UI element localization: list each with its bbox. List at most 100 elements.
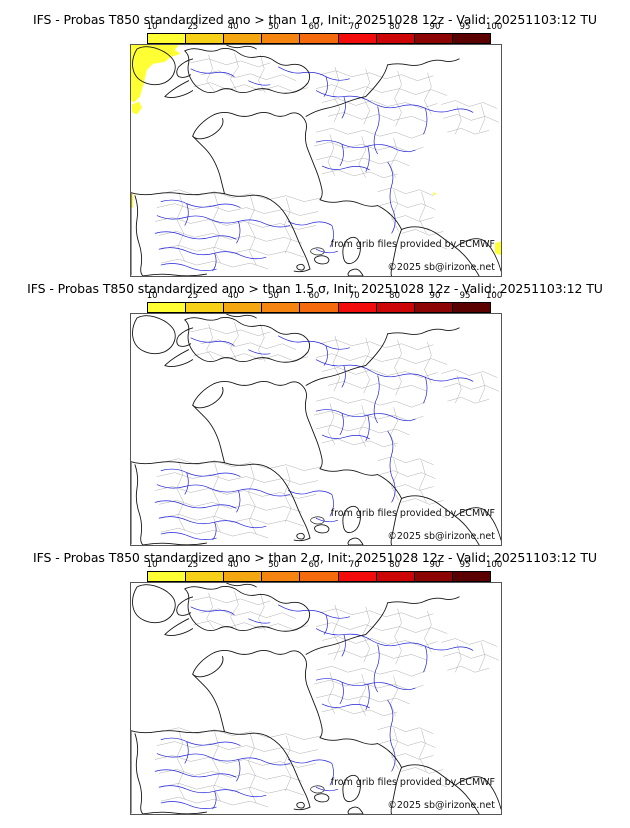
coast-e-spain <box>224 193 311 270</box>
coast-balkans <box>484 778 501 810</box>
coast-italy-west <box>390 497 402 545</box>
coast-sardinia <box>347 806 364 814</box>
coast-liguria <box>377 743 402 768</box>
colorbar-3: 10 25 40 50 60 70 80 90 95 100 <box>147 560 502 582</box>
colorbar-tick: 100 <box>486 560 503 570</box>
colorbar-segment <box>338 34 377 43</box>
coast-brittany-tip <box>192 651 224 678</box>
colorbar-tick: 60 <box>308 22 320 32</box>
colorbar-segment <box>148 572 187 581</box>
shaded-area-left-sliver <box>131 193 133 208</box>
colorbar-tick: 50 <box>268 560 279 570</box>
coast-sardinia <box>347 268 364 276</box>
coast-corsica <box>342 505 361 534</box>
coast-denmark-north <box>365 602 389 635</box>
coast-netherlands-belgium <box>305 634 367 655</box>
colorbar-segment <box>224 303 263 312</box>
coast-italy-adriatic <box>401 764 480 814</box>
colorbar-tick: 95 <box>459 291 471 301</box>
coast-cornwall <box>164 349 194 367</box>
coast-wales <box>176 58 194 78</box>
colorbar-segment <box>338 303 377 312</box>
weather-map-1[interactable]: from grib files provided by ECMWF ©2025 … <box>130 44 502 277</box>
coast-s-iberia <box>142 273 208 276</box>
coast-croatia <box>454 776 486 786</box>
colorbar-segment <box>452 303 490 312</box>
weather-map-3[interactable]: from grib files provided by ECMWF ©2025 … <box>130 582 502 815</box>
coast-brittany-france <box>214 380 323 470</box>
administrative-borders-layer <box>154 52 500 270</box>
coast-scotland-north <box>226 314 257 319</box>
colorbar-tick: 70 <box>348 291 360 301</box>
coast-italy-west <box>390 766 402 814</box>
colorbar-segment <box>376 34 415 43</box>
map-canvas <box>131 45 501 276</box>
colorbar-tick: 50 <box>268 291 279 301</box>
colorbar-tick: 40 <box>227 22 239 32</box>
coast-brittany-france <box>214 649 323 739</box>
coast-e-spain <box>224 462 311 539</box>
coast-balearics-mallorca <box>314 524 330 534</box>
coast-britain <box>184 586 311 632</box>
colorbar-segment <box>262 34 301 43</box>
coast-brittany-tip <box>192 113 224 140</box>
coast-w-iberia <box>134 733 144 814</box>
coast-brittany-france <box>214 111 323 201</box>
colorbar-segment <box>414 303 453 312</box>
colorbar-gradient <box>147 571 491 582</box>
colorbar-tick: 95 <box>459 560 471 570</box>
coast-catalonia-sw <box>293 537 311 542</box>
colorbar-tick: 90 <box>429 22 441 32</box>
colorbar-tick: 90 <box>429 560 441 570</box>
shaded-area-adriatic <box>495 241 501 256</box>
administrative-borders-layer <box>154 590 500 808</box>
colorbar-tick: 25 <box>187 291 199 301</box>
colorbar-segment <box>300 34 339 43</box>
map-shading-layer <box>131 45 501 256</box>
coast-ireland <box>132 46 176 86</box>
colorbar-segment <box>262 303 301 312</box>
credit-copyright: ©2025 sb@irizone.net <box>387 262 495 273</box>
colorbar-segment <box>300 303 339 312</box>
colorbar-tick: 40 <box>227 560 239 570</box>
coast-north-sea-east <box>387 62 426 66</box>
rivers-layer <box>154 604 474 810</box>
coast-biscay <box>192 404 225 464</box>
administrative-borders-layer <box>154 321 500 539</box>
coast-ireland <box>132 584 176 624</box>
credit-ecmwf: from grib files provided by ECMWF <box>330 777 495 788</box>
colorbar-gradient <box>147 302 491 313</box>
colorbar-tick: 70 <box>348 22 360 32</box>
map-canvas <box>131 583 501 814</box>
colorbar-tick-labels: 10 25 40 50 60 70 80 90 95 100 <box>147 22 503 33</box>
colorbar-segment <box>262 572 301 581</box>
weather-map-2[interactable]: from grib files provided by ECMWF ©2025 … <box>130 313 502 546</box>
colorbar-segment <box>414 572 453 581</box>
colorbar-tick: 50 <box>268 22 279 32</box>
coast-balearics-ibiza <box>296 801 305 809</box>
credit-ecmwf: from grib files provided by ECMWF <box>330 239 495 250</box>
small-island-sketch <box>310 247 325 256</box>
panel-title: IFS - Probas T850 standardized ano > tha… <box>33 550 597 565</box>
colorbar-tick: 10 <box>146 291 158 301</box>
coast-netherlands-belgium <box>305 365 367 386</box>
coast-s-france-med <box>319 468 379 476</box>
coast-croatia <box>454 507 486 517</box>
coast-scotland-north <box>226 583 257 588</box>
panel-title: IFS - Probas T850 standardized ano > tha… <box>27 281 603 296</box>
shaded-area-nw-atlantic <box>131 45 181 103</box>
coastline-layer <box>131 45 501 276</box>
colorbar-segment <box>376 572 415 581</box>
colorbar-segment <box>300 572 339 581</box>
coast-balearics-ibiza <box>296 263 305 271</box>
coast-ireland <box>132 315 176 355</box>
coast-biscay <box>192 673 225 733</box>
coast-italy-adriatic <box>401 226 480 276</box>
credit-ecmwf: from grib files provided by ECMWF <box>330 508 495 519</box>
colorbar-segment <box>186 572 225 581</box>
colorbar-segment <box>338 572 377 581</box>
colorbar-segment <box>224 34 263 43</box>
coast-italy-adriatic <box>401 495 480 545</box>
coast-s-iberia <box>142 811 208 814</box>
coastline-layer <box>131 583 501 814</box>
